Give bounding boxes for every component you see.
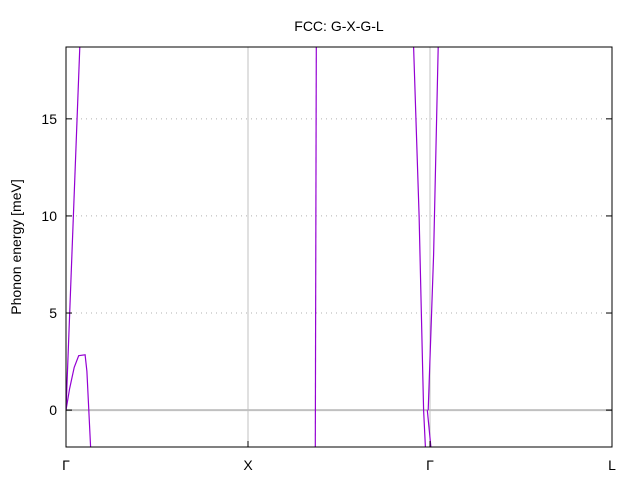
phonon-branch-line [314, 47, 317, 447]
y-axis-label: Phonon energy [meV] [8, 179, 24, 314]
phonon-branch-line [413, 47, 426, 447]
y-tick-label: 5 [49, 305, 57, 321]
x-tick-label: L [608, 457, 616, 473]
vertical-lines [66, 47, 612, 447]
chart-title: FCC: G-X-G-L [294, 18, 384, 34]
y-tick-label: 15 [41, 111, 57, 127]
y-ticks: 0 5 10 15 [41, 111, 612, 418]
phonon-branch-line [66, 354, 92, 447]
x-tick-label: Γ [426, 457, 434, 473]
phonon-branch-line [427, 47, 439, 411]
x-tick-label: Γ [62, 457, 70, 473]
y-tick-label: 10 [41, 208, 57, 224]
series-layer [66, 47, 439, 447]
plot-frame [65, 46, 613, 448]
phonon-branch-line [426, 410, 432, 447]
grid-layer [66, 118, 612, 314]
y-tick-label: 0 [49, 402, 57, 418]
x-tick-label: X [243, 457, 253, 473]
phonon-branch-line [66, 47, 81, 411]
